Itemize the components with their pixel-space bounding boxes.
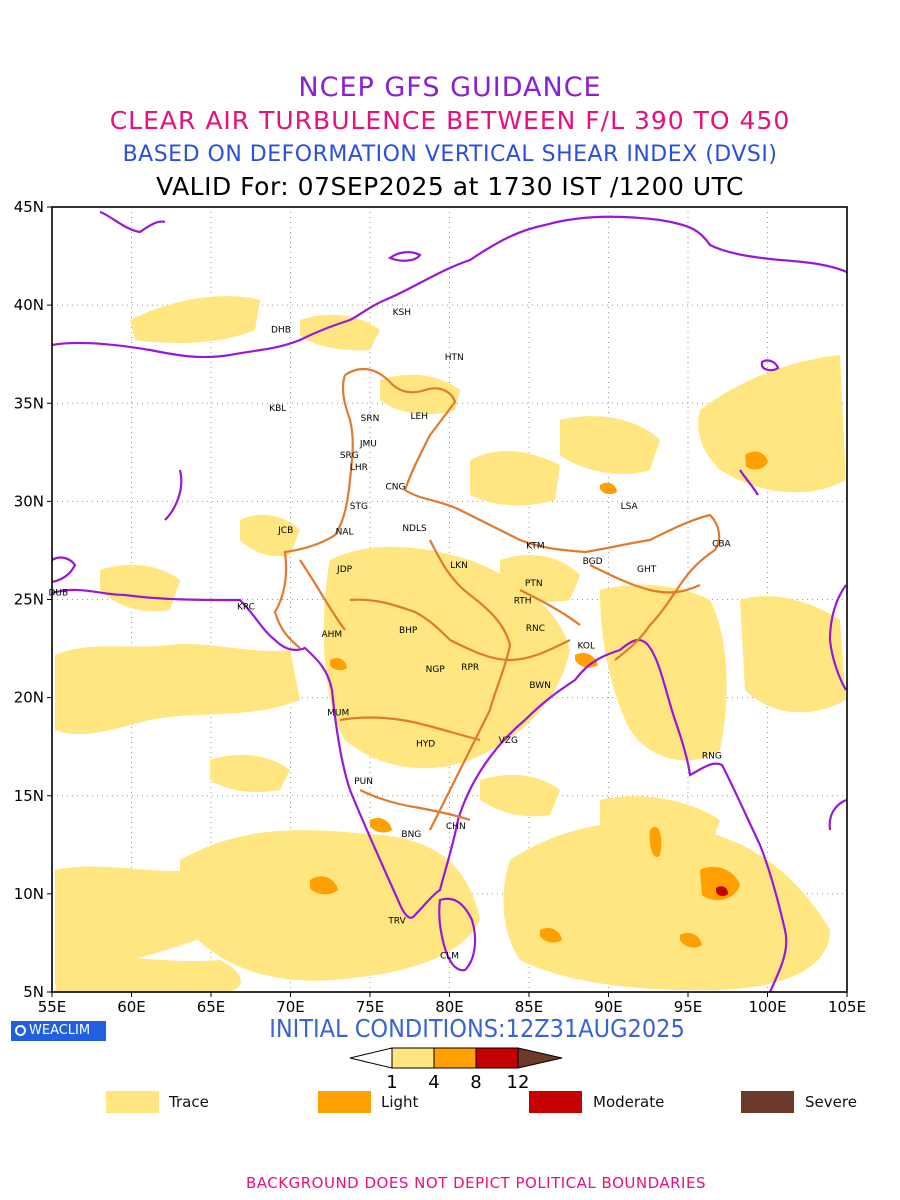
station-label: HTN — [445, 353, 464, 363]
station-label: RPR — [461, 663, 479, 673]
scale-moderate-box — [475, 1047, 519, 1069]
logo-text: WEACLIM — [29, 1023, 91, 1038]
station-label: SRG — [340, 451, 359, 461]
station-label: PUN — [354, 777, 373, 787]
lat-tick-label: 15N — [14, 787, 44, 805]
legend-severe-label: Severe — [805, 1093, 857, 1111]
lat-tick-label: 30N — [14, 492, 44, 510]
station-label: BWN — [529, 681, 551, 691]
lat-tick-label: 5N — [23, 983, 44, 1001]
station-label: RTH — [514, 596, 532, 606]
turbulence-map: 55E 60E 65E 70E 75E 80E 85E 90E 95E 100E 105E 5N 10N… — [14, 198, 866, 1015]
legend-light-label: Light — [381, 1093, 419, 1111]
scale-severe-arrow — [517, 1047, 563, 1069]
valid-time-line: VALID For: 07SEP2025 at 1730 IST /1200 U… — [156, 172, 744, 201]
station-label: AHM — [321, 630, 342, 640]
station-label: RNG — [702, 751, 722, 761]
station-label: KSH — [393, 308, 411, 318]
station-label: NAL — [336, 528, 354, 538]
scale-light-box — [433, 1047, 477, 1069]
legend-light-swatch — [318, 1091, 371, 1113]
station-label: KOL — [577, 642, 595, 652]
footer-disclaimer: BACKGROUND DOES NOT DEPICT POLITICAL BOU… — [246, 1174, 706, 1192]
moderate-turbulence-areas — [716, 886, 728, 897]
initial-conditions: INITIAL CONDITIONS:12Z31AUG2025 — [269, 1014, 685, 1043]
scale-tick-4: 4 — [428, 1072, 439, 1092]
station-label: TRV — [387, 916, 406, 926]
station-label: BGD — [583, 557, 603, 567]
station-label: MUM — [327, 708, 349, 718]
legend-moderate-label: Moderate — [593, 1093, 665, 1111]
station-label: KTM — [526, 541, 544, 551]
station-label: LKN — [450, 561, 468, 571]
station-label: LHR — [350, 463, 368, 473]
lat-tick-label: 20N — [14, 689, 44, 707]
lon-tick-label: 80E — [435, 998, 464, 1015]
lon-tick-label: 85E — [515, 998, 544, 1015]
lat-tick-label: 40N — [14, 296, 44, 314]
lat-tick-label: 35N — [14, 394, 44, 412]
station-label: DUB — [49, 589, 69, 599]
lon-tick-label: 65E — [197, 998, 226, 1015]
lon-tick-label: 100E — [748, 998, 786, 1015]
station-label: KBL — [269, 404, 286, 414]
lon-tick-label: 95E — [674, 998, 703, 1015]
station-label: DHB — [271, 326, 291, 336]
station-label: LSA — [621, 502, 639, 512]
chart-title-line3: BASED ON DEFORMATION VERTICAL SHEAR INDE… — [122, 142, 778, 167]
legend-severe-swatch — [741, 1091, 794, 1113]
station-label: STG — [350, 502, 368, 512]
station-label: JDP — [336, 565, 353, 575]
legend-moderate-swatch — [529, 1091, 582, 1113]
light-turbulence-areas — [310, 451, 768, 948]
station-label: JCB — [277, 526, 293, 536]
station-label: BNG — [401, 830, 421, 840]
lat-tick-label: 25N — [14, 591, 44, 609]
station-label: SRN — [361, 414, 380, 424]
trace-turbulence-areas — [55, 296, 846, 992]
scale-tick-12: 12 — [507, 1072, 530, 1092]
station-label: NDLS — [402, 524, 427, 534]
coastlines — [52, 210, 847, 992]
legend-trace-swatch — [106, 1091, 159, 1113]
station-label: KRC — [237, 602, 255, 612]
scale-low-arrow — [349, 1047, 393, 1069]
legend-trace-label: Trace — [169, 1093, 209, 1111]
scale-tick-8: 8 — [470, 1072, 481, 1092]
station-label: VZG — [499, 736, 518, 746]
lon-tick-label: 55E — [38, 998, 67, 1015]
station-label: LEH — [411, 412, 428, 422]
station-label: NGP — [426, 665, 446, 675]
scale-tick-1: 1 — [386, 1072, 397, 1092]
lon-tick-label: 105E — [828, 998, 866, 1015]
weaclim-logo: WEACLIM — [11, 1021, 106, 1041]
chart-title-line1: NCEP GFS GUIDANCE — [298, 72, 602, 103]
station-label: CBA — [712, 540, 731, 550]
station-label: HYD — [416, 740, 435, 750]
station-label: CNG — [385, 483, 405, 493]
lon-tick-label: 90E — [594, 998, 623, 1015]
map-axis-labels: 55E 60E 65E 70E 75E 80E 85E 90E 95E 100E 105E 5N 10N… — [14, 198, 866, 1015]
station-label: CHN — [446, 822, 466, 832]
region-boundaries — [273, 367, 721, 831]
lon-tick-label: 60E — [117, 998, 146, 1015]
chart-title-line2: CLEAR AIR TURBULENCE BETWEEN F/L 390 TO … — [109, 106, 791, 135]
lon-tick-label: 75E — [356, 998, 385, 1015]
station-label: CLM — [440, 952, 459, 962]
station-label: JMU — [359, 439, 377, 449]
lon-tick-label: 70E — [276, 998, 305, 1015]
logo-icon — [15, 1025, 26, 1036]
station-label: RNC — [526, 624, 545, 634]
scale-trace-box — [391, 1047, 435, 1069]
lat-tick-label: 10N — [14, 885, 44, 903]
station-label: GHT — [637, 565, 657, 575]
station-label: PTN — [525, 579, 543, 589]
color-scale-bar: 1 4 8 12 — [349, 1047, 563, 1092]
lat-tick-label: 45N — [14, 198, 44, 216]
station-label: BHP — [399, 626, 418, 636]
